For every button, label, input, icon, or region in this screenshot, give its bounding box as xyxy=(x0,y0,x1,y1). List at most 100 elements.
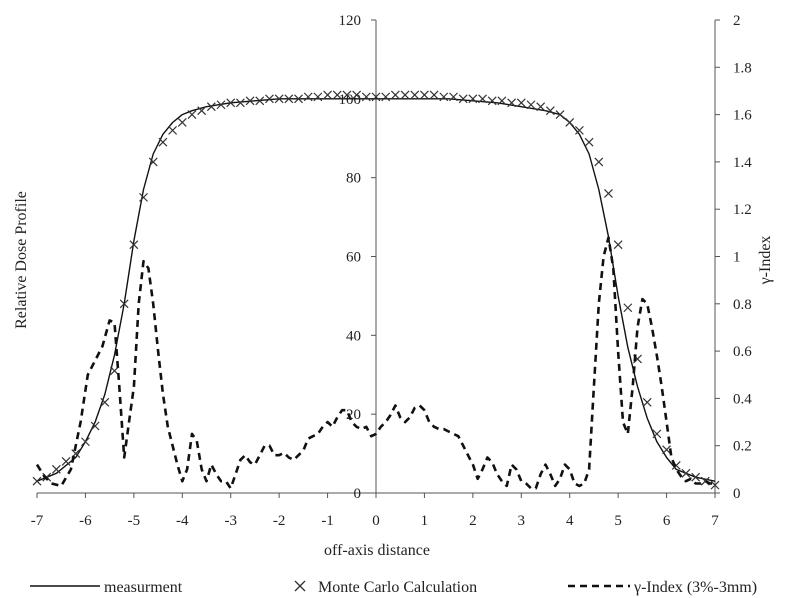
legend-monte-carlo-label: Monte Carlo Calculation xyxy=(318,579,477,596)
monte-carlo-point xyxy=(642,397,652,407)
x-tick-label: -5 xyxy=(128,513,141,529)
y-left-tick-label: 60 xyxy=(346,250,361,266)
monte-carlo-point xyxy=(623,303,633,313)
monte-carlo-point xyxy=(323,90,332,100)
monte-carlo-point xyxy=(371,92,381,102)
monte-carlo-point xyxy=(274,94,284,104)
y-left-tick-label: 40 xyxy=(346,328,361,344)
monte-carlo-point xyxy=(439,92,449,102)
monte-carlo-point xyxy=(487,96,497,106)
y-right-tick-label: 0.8 xyxy=(733,297,752,313)
series-monte-carlo-markers xyxy=(32,90,720,490)
monte-carlo-point xyxy=(197,106,207,116)
monte-carlo-point xyxy=(61,457,71,466)
monte-carlo-point xyxy=(458,94,468,104)
monte-carlo-point xyxy=(574,125,584,135)
monte-carlo-point xyxy=(119,299,129,309)
monte-carlo-point xyxy=(545,106,555,116)
monte-carlo-point xyxy=(158,137,168,147)
monte-carlo-point xyxy=(226,98,236,108)
monte-carlo-point xyxy=(662,445,671,455)
legend-gamma-label: γ-Index (3%-3mm) xyxy=(633,579,757,596)
y-left-tick-label: 120 xyxy=(339,13,362,29)
monte-carlo-point xyxy=(216,100,226,110)
monte-carlo-point xyxy=(400,90,410,100)
monte-carlo-point xyxy=(507,98,517,108)
y-right-tick-label: 1.8 xyxy=(733,60,752,76)
x-tick-label: 3 xyxy=(518,513,526,529)
monte-carlo-point xyxy=(526,100,536,110)
y-right-tick-label: 0.4 xyxy=(733,391,752,407)
y-right-tick-label: 2 xyxy=(733,13,741,29)
x-tick-label: 1 xyxy=(421,513,429,529)
monte-carlo-point xyxy=(148,157,158,167)
y-right-tick-label: 0.2 xyxy=(733,439,752,455)
monte-carlo-point xyxy=(177,118,187,127)
monte-carlo-point xyxy=(429,90,439,100)
legend-monte-carlo-marker xyxy=(294,580,306,592)
monte-carlo-point xyxy=(187,110,197,120)
monte-carlo-point xyxy=(390,90,400,100)
y-right-tick-label: 0.6 xyxy=(733,344,752,360)
monte-carlo-point xyxy=(420,90,429,100)
x-tick-label: 6 xyxy=(663,513,671,529)
x-tick-label: 7 xyxy=(711,513,719,529)
x-tick-label: 0 xyxy=(372,513,380,529)
y-left-tick-label: 80 xyxy=(346,171,361,187)
y-right-tick-label: 1.4 xyxy=(733,155,752,171)
series-layer xyxy=(32,90,720,490)
monte-carlo-point xyxy=(410,90,420,100)
monte-carlo-point xyxy=(255,96,265,106)
monte-carlo-point xyxy=(478,94,487,104)
monte-carlo-point xyxy=(100,397,110,407)
series-gamma-index-line xyxy=(35,236,715,490)
monte-carlo-point xyxy=(710,480,720,490)
monte-carlo-point xyxy=(245,96,255,106)
monte-carlo-point xyxy=(555,110,565,120)
monte-carlo-point xyxy=(381,92,391,102)
legend-measurment-label: measurment xyxy=(104,579,183,596)
x-tick-label: -2 xyxy=(273,513,286,529)
monte-carlo-point xyxy=(81,437,90,447)
monte-carlo-point xyxy=(691,472,701,482)
monte-carlo-point xyxy=(284,94,294,104)
monte-carlo-point xyxy=(604,189,613,198)
y-left-tick-label: 0 xyxy=(354,486,362,502)
monte-carlo-point xyxy=(51,464,61,474)
x-tick-label: -1 xyxy=(321,513,334,529)
y-right-tick-label: 1.2 xyxy=(733,202,752,218)
y-right-tick-label: 1.6 xyxy=(733,108,752,124)
y-axis-right-title: γ-Index xyxy=(757,236,774,286)
monte-carlo-point xyxy=(265,94,274,104)
series-measurment-line xyxy=(36,98,716,482)
x-tick-label: -7 xyxy=(31,513,44,529)
monte-carlo-point xyxy=(361,92,371,102)
monte-carlo-point xyxy=(565,118,575,127)
monte-carlo-point xyxy=(168,125,178,135)
legend: measurment Monte Carlo Calculation γ-Ind… xyxy=(30,579,757,596)
monte-carlo-point xyxy=(352,90,362,100)
axes xyxy=(36,19,720,498)
monte-carlo-point xyxy=(594,157,604,167)
y-right-tick-label: 0 xyxy=(733,486,741,502)
x-tick-label: 5 xyxy=(614,513,622,529)
monte-carlo-point xyxy=(497,96,507,106)
y-axis-left-title: Relative Dose Profile xyxy=(13,191,30,329)
monte-carlo-point xyxy=(342,90,352,100)
monte-carlo-point xyxy=(652,429,662,439)
monte-carlo-point xyxy=(32,476,42,486)
x-axis-title: off-axis distance xyxy=(324,542,430,559)
x-tick-label: 2 xyxy=(469,513,477,529)
monte-carlo-point xyxy=(303,92,313,102)
monte-carlo-point xyxy=(681,468,691,478)
monte-carlo-point xyxy=(332,90,342,100)
monte-carlo-point xyxy=(516,98,526,108)
monte-carlo-point xyxy=(584,137,594,147)
monte-carlo-point xyxy=(235,98,245,108)
monte-carlo-point xyxy=(129,240,139,250)
monte-carlo-point xyxy=(468,94,478,104)
x-tick-label: -6 xyxy=(79,513,92,529)
x-tick-label: -4 xyxy=(176,513,189,529)
monte-carlo-point xyxy=(313,92,323,102)
